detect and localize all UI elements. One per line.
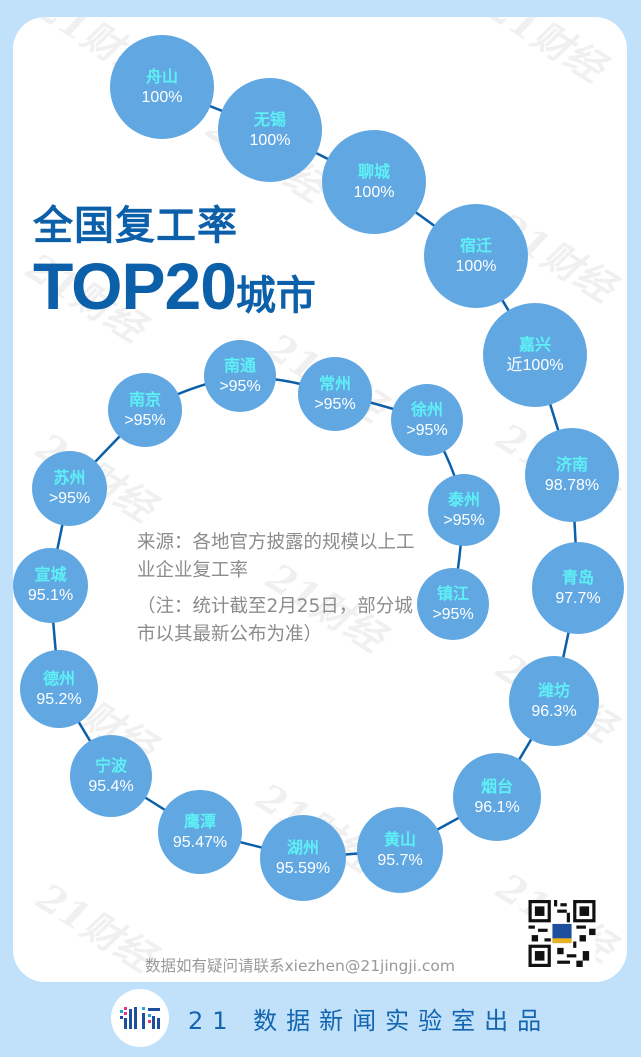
bubble-dezhou: 德州 95.2%	[20, 650, 98, 728]
bubble-jiaxing: 嘉兴 近100%	[483, 303, 587, 407]
bubble-nantong: 南通 >95%	[204, 340, 276, 412]
bubble-qingdao: 青岛 97.7%	[532, 542, 624, 634]
bubble-zhenjiang: 镇江 >95%	[417, 568, 489, 640]
bubble-weifang: 潍坊 96.3%	[509, 656, 599, 746]
bubble-yingtan: 鹰潭 95.47%	[158, 790, 242, 874]
title-line-1: 全国复工率	[33, 203, 238, 249]
bubble-changzhou: 常州 >95%	[298, 357, 372, 431]
bubble-nanjing: 南京 >95%	[108, 373, 182, 447]
bubble-suqian: 宿迁 100%	[424, 204, 528, 308]
footer-credit: 21 数据新闻实验室出品	[188, 1007, 551, 1035]
source-note: 来源：各地官方披露的规模以上工业企业复工率 （注：统计截至2月25日，部分城市以…	[137, 529, 417, 649]
footnote-text: （注：统计截至2月25日，部分城市以其最新公布为准）	[137, 596, 413, 645]
logo-mark-icon	[120, 1007, 160, 1029]
bubble-jinan: 济南 98.78%	[525, 428, 619, 522]
brand-logo	[111, 989, 169, 1047]
bubble-yantai: 烟台 96.1%	[453, 753, 541, 841]
bubble-wuxi: 无锡 100%	[218, 78, 322, 182]
bubble-huzhou: 湖州 95.59%	[260, 815, 346, 901]
qr-code-icon[interactable]	[528, 900, 596, 967]
bubble-xuzhou: 徐州 >95%	[391, 384, 463, 456]
bubble-taizhou: 泰州 >95%	[428, 474, 500, 546]
bubble-xuancheng: 宣城 95.1%	[13, 548, 88, 623]
title-line-2: TOP20城市	[33, 248, 316, 324]
title-top20: TOP20	[33, 249, 237, 323]
bubble-liaocheng: 聊城 100%	[322, 130, 426, 234]
bubble-zhoushan: 舟山 100%	[110, 35, 214, 139]
bubble-huangshan: 黄山 95.7%	[357, 807, 443, 893]
title-cities: 城市	[235, 273, 316, 319]
source-text: 来源：各地官方披露的规模以上工业企业复工率	[137, 532, 415, 581]
bubble-suzhou: 苏州 >95%	[32, 451, 107, 526]
bubble-ningbo: 宁波 95.4%	[70, 735, 152, 817]
contact-line: 数据如有疑问请联系xiezhen@21jingji.com	[145, 957, 455, 975]
